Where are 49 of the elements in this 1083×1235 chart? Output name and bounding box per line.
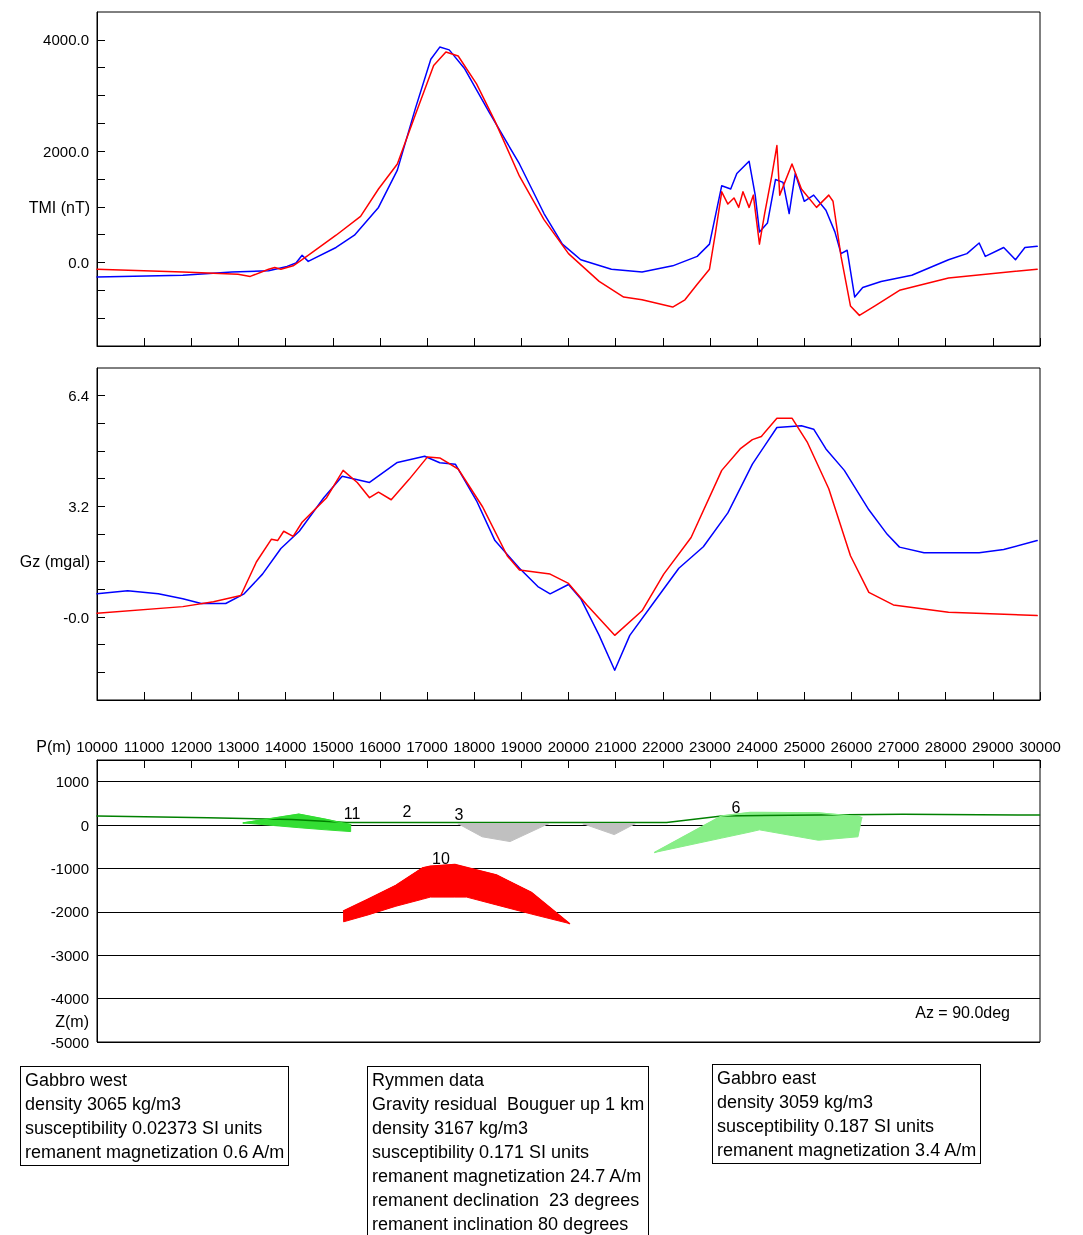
x-tick-label: 25000: [783, 738, 826, 755]
y-tick-label: 4000.0: [43, 31, 89, 49]
annotation: 11: [343, 804, 361, 822]
x-tick-label: 22000: [641, 738, 684, 755]
y-tick-label: -1000: [50, 859, 89, 877]
y-tick-label: -3000: [50, 946, 89, 964]
y-tick-label: 0: [80, 816, 89, 834]
x-tick-label: 10000: [76, 738, 118, 755]
annotation: 2: [402, 802, 412, 820]
x-tick-label: 20000: [547, 738, 590, 755]
x-tick-label: 21000: [594, 738, 637, 755]
y-tick-label: -0.0: [63, 608, 89, 626]
x-tick-label: 23000: [689, 738, 731, 755]
annotation: Az = 90.0deg: [915, 1003, 1010, 1021]
y-tick-label: 1000: [55, 773, 89, 791]
y-tick-label: 6.4: [68, 387, 89, 405]
annotation: 6: [731, 798, 741, 816]
text: Gabbro east density 3059 kg/m3 susceptibility 0.187 SI units remanent magnetization 3.4 A/m: [712, 1064, 982, 1164]
x-tick-label: 24000: [736, 738, 778, 755]
y-tick-label: -5000: [50, 1033, 89, 1051]
y-axis-title: Z(m): [55, 1012, 89, 1030]
y-tick-label: -2000: [50, 903, 89, 921]
annotation: 3: [454, 805, 464, 823]
x-tick-label: 27000: [877, 738, 920, 755]
line-series: [96, 425, 1038, 672]
x-tick-label: 15000: [311, 738, 354, 755]
x-tick-label: 16000: [359, 738, 401, 755]
x-tick-label: 19000: [500, 738, 543, 755]
x-tick-label: 18000: [453, 738, 496, 755]
y-axis-title: TMI (nT): [28, 198, 90, 216]
y-axis-title: Gz (mgal): [19, 552, 90, 570]
y-tick-label: 3.2: [68, 497, 89, 515]
text: Rymmen data Gravity residual Bouguer up 1 km density 3167 kg/m3 susceptibility 0.171 SI units remanent magnetization 24.7 A/m remanent declination 23 degrees remanent inclination 80 degrees: [367, 1066, 650, 1235]
x-axis-title: P(m): [36, 737, 71, 755]
y-tick-label: -4000: [50, 990, 89, 1008]
x-tick-label: 28000: [924, 738, 967, 755]
y-tick-label: 2000.0: [43, 142, 89, 160]
x-tick-label: 14000: [264, 738, 307, 755]
x-tick-label: 11000: [123, 738, 165, 755]
x-tick-label: 12000: [170, 738, 213, 755]
x-tick-label: 26000: [830, 738, 873, 755]
annotation: 10: [432, 849, 450, 867]
x-tick-label: 30000: [1019, 738, 1061, 755]
line-series: [96, 417, 1038, 637]
y-tick-label: 0.0: [68, 254, 89, 271]
x-tick-label: 29000: [971, 738, 1014, 755]
x-tick-label: 17000: [406, 738, 448, 755]
text: Gabbro west density 3065 kg/m3 susceptibility 0.02373 SI units remanent magnetization 0.6 A/m: [20, 1066, 290, 1166]
x-tick-label: 13000: [217, 738, 260, 755]
